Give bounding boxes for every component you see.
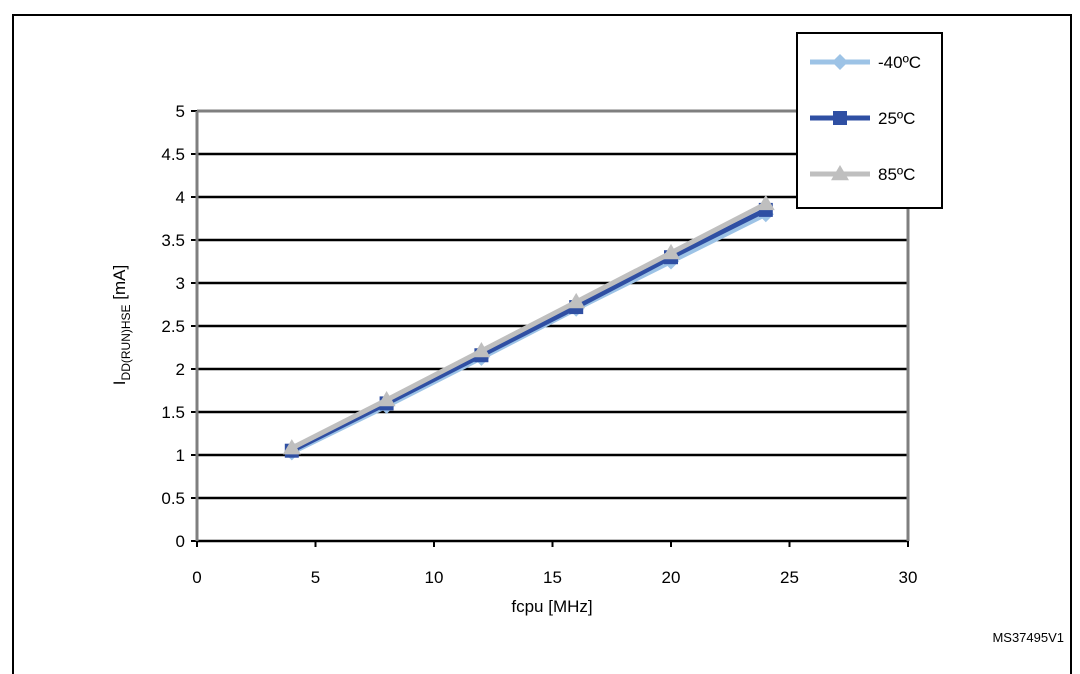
legend-label: -40ºC xyxy=(878,53,921,72)
y-tick-label: 2.5 xyxy=(161,317,185,336)
y-axis-label-unit: [mA] xyxy=(110,265,129,305)
x-tick-label: 10 xyxy=(425,568,444,587)
y-axis-label-sub: DD(RUN)HSE xyxy=(119,304,133,380)
x-axis-label: fcpu [MHz] xyxy=(511,597,592,616)
series-line xyxy=(290,201,767,451)
data-point xyxy=(662,243,680,260)
x-tick-label: 0 xyxy=(192,568,201,587)
x-tick-label: 30 xyxy=(899,568,918,587)
data-point xyxy=(567,292,586,309)
y-tick-label: 1.5 xyxy=(161,403,185,422)
y-tick-label: 5 xyxy=(176,102,185,121)
x-tick-label: 15 xyxy=(543,568,562,587)
series-line xyxy=(290,207,767,453)
data-point xyxy=(282,439,301,455)
legend-swatch-marker xyxy=(833,111,847,125)
grid-lines xyxy=(191,109,910,547)
x-tick-label: 25 xyxy=(780,568,799,587)
x-tick-label: 20 xyxy=(662,568,681,587)
y-tick-label: 1 xyxy=(176,446,185,465)
data-point xyxy=(377,390,396,407)
legend-label: 85ºC xyxy=(878,165,915,184)
y-axis-label: IDD(RUN)HSE [mA] xyxy=(110,265,133,385)
y-tick-label: 2 xyxy=(176,360,185,379)
y-tick-label: 3 xyxy=(176,274,185,293)
legend-label: 25ºC xyxy=(878,109,915,128)
data-point xyxy=(756,194,775,211)
data-point xyxy=(472,341,491,358)
legend-swatch-marker xyxy=(831,165,849,181)
y-tick-label: 4.5 xyxy=(161,145,185,164)
series-3 xyxy=(282,194,775,455)
figure-frame xyxy=(12,14,1072,674)
y-tick-label: 4 xyxy=(176,188,185,207)
y-tick-label: 3.5 xyxy=(161,231,185,250)
x-tick-label: 5 xyxy=(311,568,320,587)
legend: -40ºC 25ºC 85ºC xyxy=(796,32,943,209)
series-layer xyxy=(282,194,775,461)
y-tick-label: 0.5 xyxy=(161,489,185,508)
y-axis-ticks: 0 0.5 1 1.5 2 2.5 3 3.5 4 4.5 5 xyxy=(161,102,185,551)
line-chart: 0 0.5 1 1.5 2 2.5 3 3.5 4 4.5 5 0 5 10 15 20 25 30 fcpu … xyxy=(110,32,943,616)
x-axis-ticks: 0 5 10 15 20 25 30 xyxy=(192,568,917,587)
y-tick-label: 0 xyxy=(176,532,185,551)
legend-swatch-marker xyxy=(832,54,848,70)
figure-reference: MS37495V1 xyxy=(992,630,1064,645)
y-axis-label-main: I xyxy=(110,380,129,385)
